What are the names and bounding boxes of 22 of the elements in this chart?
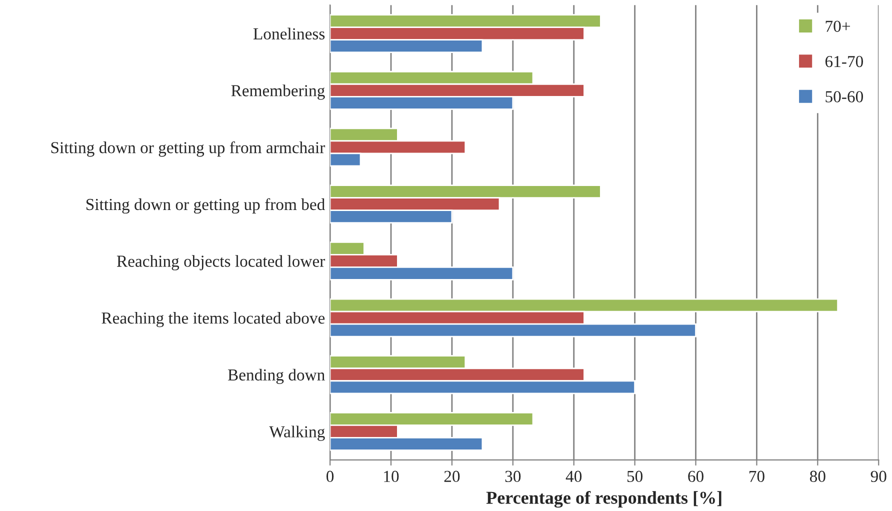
x-tick-label: 40 [566, 470, 582, 482]
x-tick-label: 0 [326, 470, 334, 482]
x-tick-label: 20 [444, 470, 460, 482]
x-tick-label: 50 [627, 470, 643, 482]
legend-label: 70+ [826, 20, 850, 32]
y-tick-label: Remembering [231, 84, 325, 100]
x-tick-label: 10 [384, 470, 399, 482]
x-axis-title: Percentage of respondents [%] [486, 490, 722, 508]
y-tick-label: Sitting down or getting up from armchair [51, 141, 326, 157]
x-tick-label: 30 [505, 470, 521, 482]
y-tick-label: Bending down [228, 368, 325, 384]
x-tick-label: 80 [810, 470, 826, 482]
x-tick-label: 60 [688, 470, 704, 482]
legend-label: 61-70 [825, 56, 863, 68]
y-tick-label: Walking [269, 426, 325, 441]
y-tick-label: Reaching the items located above [102, 312, 325, 328]
x-tick-label: 70 [749, 470, 764, 482]
y-tick-label: Sitting down or getting up from bed [86, 198, 325, 214]
y-tick-label: Loneliness [253, 28, 325, 40]
y-tick-label: Reaching objects located lower [116, 255, 326, 270]
x-tick-label: 90 [870, 470, 886, 482]
legend-label: 50-60 [826, 91, 863, 102]
